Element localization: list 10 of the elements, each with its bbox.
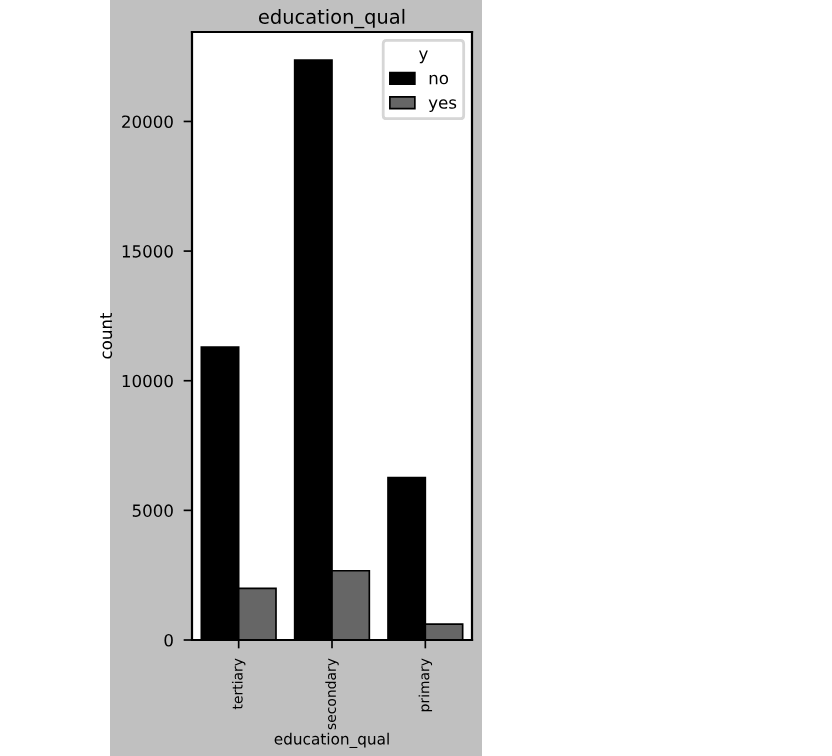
chart-title: education_qual: [258, 8, 405, 29]
legend-title: y: [419, 50, 428, 64]
y-tick-label: 0: [164, 633, 173, 647]
y-tick-label: 5000: [132, 504, 173, 517]
y-axis-title: count: [100, 312, 113, 359]
y-tick-label: 10000: [122, 374, 173, 388]
y-tick-label: 15000: [122, 245, 173, 258]
y-tick-label: 20000: [122, 115, 173, 129]
legend-label: yes: [428, 99, 457, 113]
legend-label: no: [429, 74, 449, 85]
